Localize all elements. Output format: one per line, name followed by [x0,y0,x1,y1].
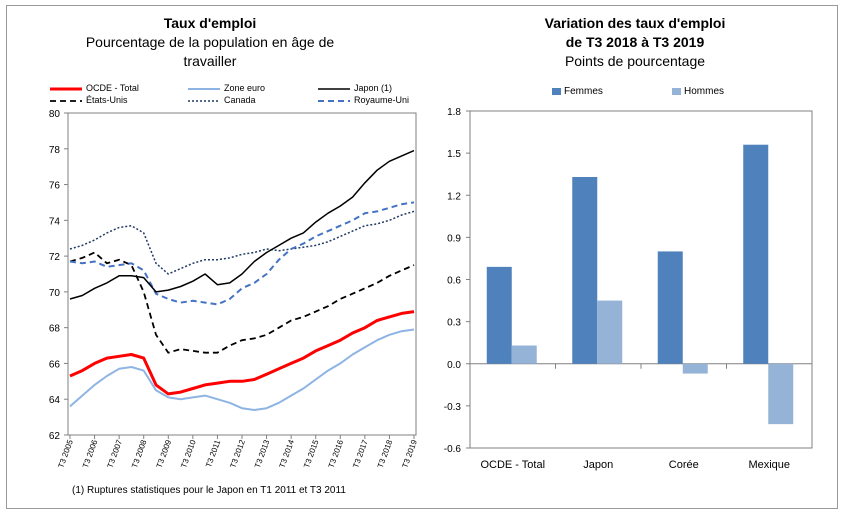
y-tick-label: 78 [49,145,61,156]
y-tick-label: 62 [49,431,61,442]
y-tick-label: 70 [49,288,61,299]
legend-label-etats-unis: États-Unis [86,95,128,105]
bar-hommes-0 [511,345,537,364]
y-tick-label: 76 [49,181,61,192]
x-category-label: Mexique [748,459,790,471]
y-tick-label: 1.5 [447,149,461,160]
right-chart-title-1: Variation des taux d'emploi [544,15,726,31]
y-tick-label: 74 [49,216,61,227]
y-tick-label: -0.6 [444,444,462,455]
legend-label-royaume-uni: Royaume-Uni [354,95,410,105]
footnote: (1) Ruptures statistiques pour le Japon … [72,485,346,496]
series-line-ocde-total [69,310,415,396]
y-tick-label: 0.9 [447,233,461,244]
y-tick-label: 1.8 [447,107,461,118]
y-tick-label: 0.6 [447,276,461,287]
bar-hommes-3 [768,363,794,425]
bar-femmes-1 [572,176,598,364]
series-line-japon-1- [69,149,415,300]
y-tick-label: 66 [49,359,61,370]
y-tick-label: 72 [49,252,61,263]
legend-swatch-femmes [552,88,561,95]
y-tick-label: 0.0 [447,360,461,371]
legend-swatch-hommes [672,88,681,95]
x-category-label: Japon [583,459,613,471]
left-chart-subtitle-2: travailler [183,53,237,69]
legend-label-zone-euro: Zone euro [224,83,266,93]
right-chart-title-block: Variation des taux d'emploi de T3 2018 à… [470,14,800,71]
bar-femmes-0 [486,266,512,364]
x-category-label: Corée [669,459,699,471]
legend-label-canada: Canada [224,95,256,105]
bar-femmes-2 [657,251,683,364]
series-line-états-unis [69,251,415,354]
bar-hommes-1 [597,300,623,364]
series-line-zone-euro [69,328,415,411]
y-tick-label: 64 [49,395,61,406]
series-line-canada [69,210,415,275]
figure-frame [6,5,838,509]
right-chart-subtitle: Points de pourcentage [564,53,706,69]
y-tick-label: 80 [49,109,61,120]
y-tick-label: -0.3 [444,402,462,413]
bar-hommes-2 [682,363,708,374]
legend-label-femmes: Femmes [564,86,603,97]
x-category-label: OCDE - Total [480,459,545,471]
legend-label-ocde: OCDE - Total [86,83,139,93]
legend-label-hommes: Hommes [684,86,725,97]
y-tick-label: 68 [49,324,61,335]
left-chart-title: Taux d'emploi [163,15,257,31]
y-tick-label: 1.2 [447,191,461,202]
right-chart-title-2: de T3 2018 à T3 2019 [565,34,705,50]
bar-femmes-3 [743,144,769,364]
y-tick-label: 0.3 [447,318,461,329]
left-chart-subtitle-1: Pourcentage de la population en âge de [85,34,335,50]
series-line-royaume-uni [69,201,415,306]
legend-label-japon: Japon (1) [354,83,393,93]
left-chart-title-block: Taux d'emploi Pourcentage de la populati… [60,14,360,71]
